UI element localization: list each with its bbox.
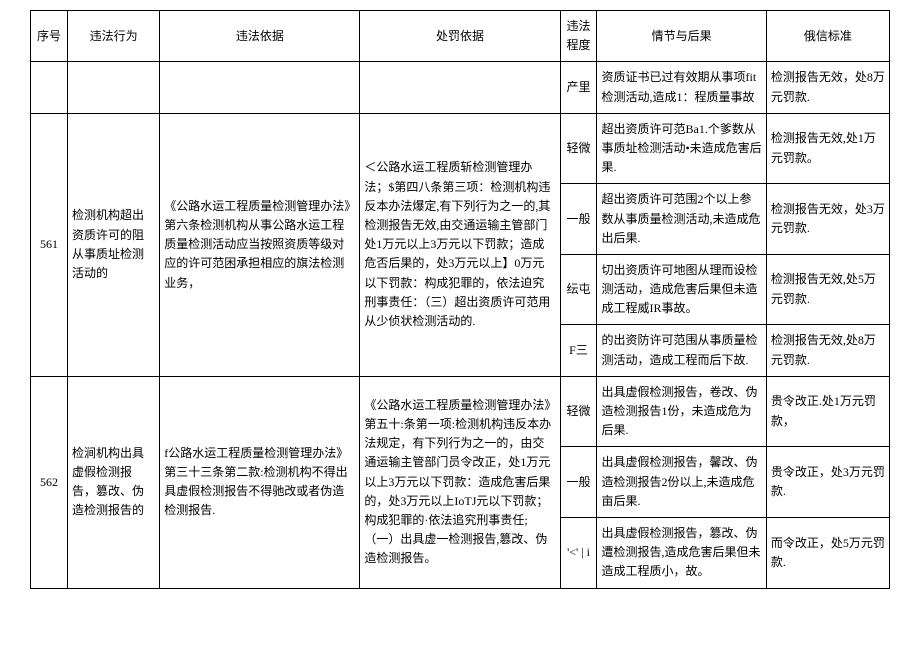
header-situation: 情节与后果: [597, 11, 766, 62]
cell-level: 一般: [560, 447, 597, 518]
cell-standard: 检测报告无效,处5万元罚款.: [766, 254, 889, 325]
cell-seq: [31, 62, 68, 113]
cell-standard: 检测报告无效，处8万元罚款.: [766, 62, 889, 113]
table-row: 561 检测机构超出资质许可的阻从事质址检测活动的 《公路水运工程质量检测管理办…: [31, 113, 890, 184]
header-basis2: 处罚依据: [360, 11, 560, 62]
header-level: 违法程度: [560, 11, 597, 62]
table-row: 产里 资质证书已过有效期从事项fit检测活动,造成1：程质量事故 检测报告无效，…: [31, 62, 890, 113]
cell-level: 一般: [560, 184, 597, 255]
table-header-row: 序号 违法行为 违法依据 处罚依据 违法程度 情节与后果 俄信标准: [31, 11, 890, 62]
cell-situation: 超出资质许可范围2个以上参数从事质量检测活动,未造成危出后果.: [597, 184, 766, 255]
cell-standard: 检测报告无效,处8万元罚款.: [766, 325, 889, 376]
cell-basis2: [360, 62, 560, 113]
cell-seq: 562: [31, 376, 68, 588]
cell-standard: 贵令改正，处3万元罚款.: [766, 447, 889, 518]
cell-situation: 的出资防许可范围从事质量检测活动，造成工程而后下故.: [597, 325, 766, 376]
cell-behavior: 检测机构超出资质许可的阻从事质址检测活动的: [67, 113, 159, 376]
table-row: 562 检涧机构出具虚假检测报告，篡改、伪造检测报告的 f公路水运工程质量检测管…: [31, 376, 890, 447]
header-standard: 俄信标准: [766, 11, 889, 62]
cell-seq: 561: [31, 113, 68, 376]
cell-level: 轻微: [560, 113, 597, 184]
cell-behavior: [67, 62, 159, 113]
cell-level: 纭屯: [560, 254, 597, 325]
cell-level: 轻微: [560, 376, 597, 447]
cell-basis1: 《公路水运工程质量检测管理办法》第六条检测机构从事公路水运工程质量检测活动应当按…: [160, 113, 360, 376]
cell-situation: 切出资质许可地图从理而设检测活动，造成危害后果但未造成工程威IR事故。: [597, 254, 766, 325]
header-seq: 序号: [31, 11, 68, 62]
cell-basis2: 《公路水运工程质量检测管理办法》第五十:条第一项:检测机构违反本办法规定，有下列…: [360, 376, 560, 588]
cell-level: F三: [560, 325, 597, 376]
cell-basis1: [160, 62, 360, 113]
cell-basis2: ＜公路水运工程质斩检测管理办法；$第四八条第三项：检测机构违反本办法爆定,有下列…: [360, 113, 560, 376]
header-basis1: 违法依据: [160, 11, 360, 62]
cell-level: 产里: [560, 62, 597, 113]
penalty-table: 序号 违法行为 违法依据 处罚依据 违法程度 情节与后果 俄信标准 产里 资质证…: [30, 10, 890, 589]
header-behavior: 违法行为: [67, 11, 159, 62]
cell-behavior: 检涧机构出具虚假检测报告，篡改、伪造检测报告的: [67, 376, 159, 588]
cell-situation: 出具虚假检测报告，馨改、伪造检测报告2份以上,未造成危亩后果.: [597, 447, 766, 518]
cell-standard: 检测报告无效,处1万元罚款。: [766, 113, 889, 184]
cell-situation: 超出资质许可范Ba1.个爹数从事质址检测活动•未造成危害后果.: [597, 113, 766, 184]
cell-standard: 检测报告无效，处3万元罚款.: [766, 184, 889, 255]
cell-situation: 出具虚假检测报告，卷改、伪造检测报告1份，未造成危为后果.: [597, 376, 766, 447]
cell-level: '<' | i: [560, 517, 597, 588]
cell-standard: 而令改正，处5万元罚款.: [766, 517, 889, 588]
cell-standard: 贵令改正.处1万元罚款，: [766, 376, 889, 447]
cell-situation: 出具虚假检测报告，篡改、伪遭检测报告,造成危害后果但未造成工程质小，故。: [597, 517, 766, 588]
cell-basis1: f公路水运工程质量检测管理办法》第三十三条第二款:检测机构不得出具虚假检测报告不…: [160, 376, 360, 588]
cell-situation: 资质证书已过有效期从事项fit检测活动,造成1：程质量事故: [597, 62, 766, 113]
